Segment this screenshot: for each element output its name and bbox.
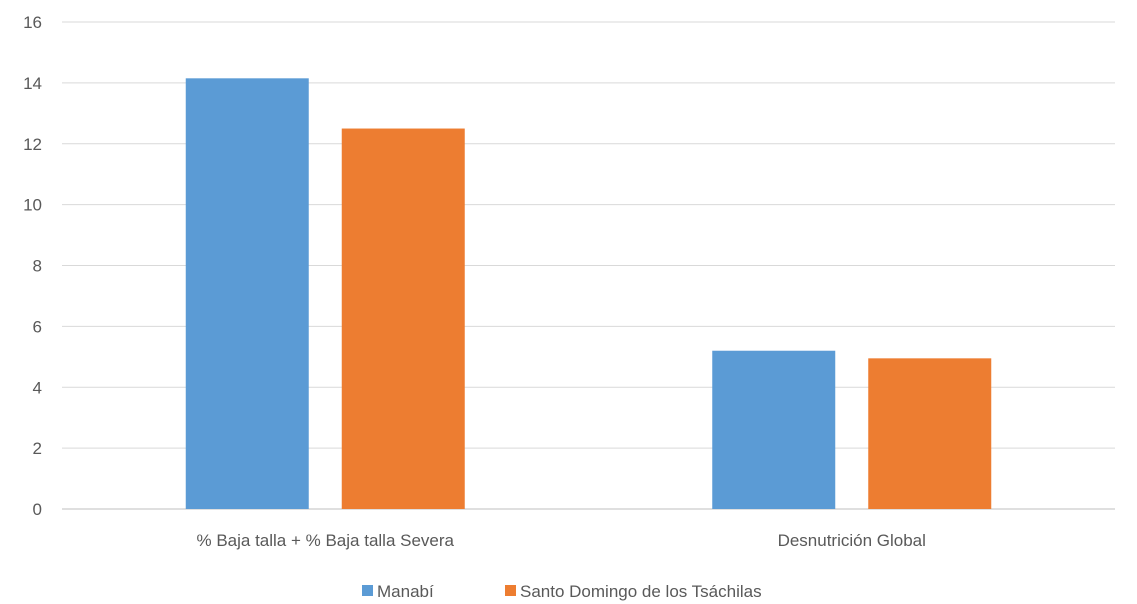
- bar-manabi-1: [712, 350, 836, 509]
- bar-manabi-0: [185, 78, 309, 509]
- x-category-label: Desnutrición Global: [778, 531, 926, 550]
- y-axis: 0 2 4 6 8 10 12 14 16: [23, 13, 42, 519]
- y-tick-label: 16: [23, 13, 42, 32]
- bar-santo-domingo-0: [341, 128, 465, 509]
- y-tick-label: 0: [33, 500, 42, 519]
- y-tick-label: 14: [23, 74, 42, 93]
- legend: Manabí Santo Domingo de los Tsáchilas: [362, 582, 762, 601]
- y-tick-label: 12: [23, 135, 42, 154]
- legend-swatch: [362, 585, 373, 596]
- legend-label: Santo Domingo de los Tsáchilas: [520, 582, 762, 601]
- bars: [185, 78, 992, 509]
- y-tick-label: 8: [33, 257, 42, 276]
- bar-santo-domingo-1: [868, 358, 992, 509]
- y-tick-label: 4: [33, 378, 42, 397]
- y-tick-label: 10: [23, 196, 42, 215]
- y-tick-label: 2: [33, 439, 42, 458]
- legend-label: Manabí: [377, 582, 434, 601]
- y-tick-label: 6: [33, 317, 42, 336]
- x-category-label: % Baja talla + % Baja talla Severa: [196, 531, 454, 550]
- x-axis: % Baja talla + % Baja talla Severa Desnut…: [196, 531, 925, 550]
- legend-swatch: [505, 585, 516, 596]
